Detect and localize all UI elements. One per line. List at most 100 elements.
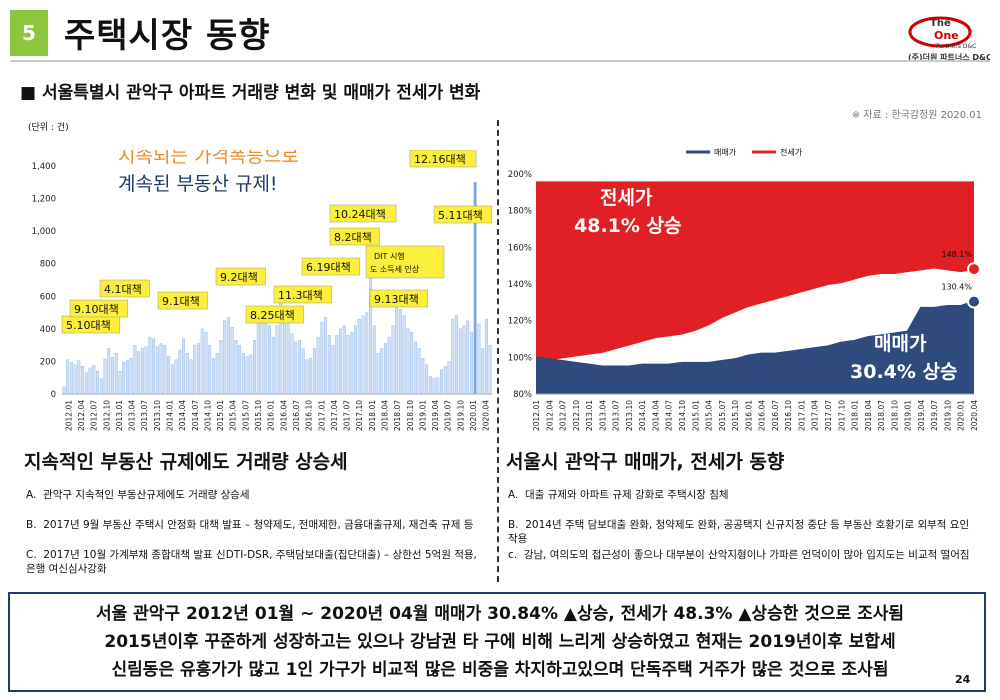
bar xyxy=(88,367,92,395)
x-tick-label: 2012.01 xyxy=(64,400,73,431)
bar xyxy=(312,348,316,395)
bar xyxy=(357,318,361,395)
y-tick-label: 600 xyxy=(40,292,56,302)
x-tick-label: 2013.10 xyxy=(625,400,634,431)
bar xyxy=(413,341,417,395)
x-tick-label: 2015.01 xyxy=(691,400,700,431)
bar xyxy=(316,336,320,395)
y-tick-label: 180% xyxy=(508,207,532,217)
bar xyxy=(421,357,425,395)
x-tick-label: 2013.07 xyxy=(612,400,621,431)
x-tick-label: 2016.01 xyxy=(744,400,753,431)
bar xyxy=(383,343,387,395)
summary-line-3: 신림동은 유흥가가 많고 1인 가구가 비교적 많은 비중을 차지하고있으며 단… xyxy=(111,660,889,680)
x-tick-label: 2019.10 xyxy=(943,400,952,431)
jeonse-end-marker xyxy=(967,262,981,277)
bar xyxy=(182,338,185,395)
y-tick-label: 800 xyxy=(40,260,56,270)
bar xyxy=(103,358,107,395)
x-tick-label: 2018.07 xyxy=(393,400,402,431)
bar xyxy=(436,377,440,395)
bar xyxy=(395,300,399,395)
bar xyxy=(451,318,455,395)
right-bullet-a: A. 대출 규제와 아파트 규제 강화로 주택시장 침체 xyxy=(508,489,729,501)
bar xyxy=(159,343,163,395)
bar xyxy=(342,325,346,395)
x-tick-label: 2012.04 xyxy=(77,400,86,431)
annotation-box xyxy=(157,291,208,310)
bar xyxy=(226,317,230,395)
annotation-box xyxy=(215,267,266,286)
company-logo: The One Partners D&C (주)더원 파트너스 D&C xyxy=(900,10,992,62)
bar xyxy=(335,335,339,395)
bar xyxy=(350,331,354,395)
annotation-box xyxy=(409,150,477,168)
bar xyxy=(99,378,103,395)
bar xyxy=(133,344,137,395)
bar xyxy=(234,340,238,395)
y-tick-label: 200 xyxy=(40,357,56,367)
bar xyxy=(488,344,492,395)
annotation-label: 11.3대책 xyxy=(278,289,323,302)
bar xyxy=(69,362,73,395)
svg-text:Partners D&C: Partners D&C xyxy=(936,43,976,50)
bar xyxy=(197,343,200,395)
bar xyxy=(178,349,182,395)
bar xyxy=(324,317,328,395)
annotation-label: 8.2대책 xyxy=(334,231,372,244)
bar xyxy=(290,333,294,395)
bar xyxy=(152,338,156,395)
price-index-chart: 80% 100% 120% 140% 160% 180% 200% 148.1% 130.4% 2… xyxy=(508,147,981,431)
x-tick-label: 2013.10 xyxy=(153,400,162,431)
bar xyxy=(275,325,279,395)
bar xyxy=(286,323,290,395)
annotation-label: 9.10대책 xyxy=(74,303,119,316)
bar xyxy=(484,318,488,395)
jeonse-area xyxy=(536,181,974,360)
x-tick-label: 2019.01 xyxy=(904,400,913,431)
bar xyxy=(230,327,234,395)
x-tick-label: 2017.10 xyxy=(837,400,846,431)
y-tick-label: 1,400 xyxy=(32,162,56,172)
bar xyxy=(398,309,402,395)
bar xyxy=(185,353,189,395)
x-tick-label: 2019.07 xyxy=(444,400,453,431)
bar xyxy=(320,322,324,395)
bar xyxy=(215,353,219,395)
x-tick-label: 2020.04 xyxy=(482,400,491,431)
x-tick-label: 2019.04 xyxy=(431,400,440,431)
bar xyxy=(77,360,81,395)
bar xyxy=(440,369,443,395)
x-tick-label: 2014.10 xyxy=(678,400,687,431)
x-tick-label: 2018.10 xyxy=(890,400,899,431)
annotation-box xyxy=(69,299,129,318)
header-divider xyxy=(10,60,990,62)
bar xyxy=(107,348,111,395)
annotation-box xyxy=(369,289,429,308)
summary-text: 서울 관악구 2012년 01월 ~ 2020년 04월 매매가 30.84% … xyxy=(20,600,980,684)
x-tick-label: 2018.07 xyxy=(877,400,886,431)
x-tick-label: 2015.10 xyxy=(731,400,740,431)
chart-heading-line-2: 계속된 부동산 규제! xyxy=(118,173,278,195)
bar xyxy=(125,360,129,395)
summary-line-2: 2015년이후 꾸준하게 성장하고는 있으나 강남권 타 구에 비해 느리게 상… xyxy=(104,632,896,652)
x-tick-label: 2018.10 xyxy=(406,400,415,431)
bar xyxy=(365,312,369,395)
x-tick-label: 2013.07 xyxy=(140,400,149,431)
y-tick-label: 1,200 xyxy=(32,195,56,205)
x-tick-label: 2020.01 xyxy=(469,400,478,431)
y-tick-label: 0 xyxy=(51,390,56,400)
bar xyxy=(111,357,114,395)
jeonse-line xyxy=(535,266,975,361)
dit-annotation: DIT 시행 도 소득세 인상 xyxy=(365,245,445,279)
x-tick-label: 2017.01 xyxy=(317,400,326,431)
page-title: 주택시장 동향 xyxy=(64,16,271,56)
bar xyxy=(208,344,212,395)
bar xyxy=(473,182,477,395)
bar xyxy=(268,325,271,395)
bar xyxy=(193,344,197,395)
y-tick-label: 100% xyxy=(508,353,532,363)
bar xyxy=(62,386,66,395)
bar xyxy=(283,312,286,395)
y-tick-label: 400 xyxy=(40,325,56,335)
